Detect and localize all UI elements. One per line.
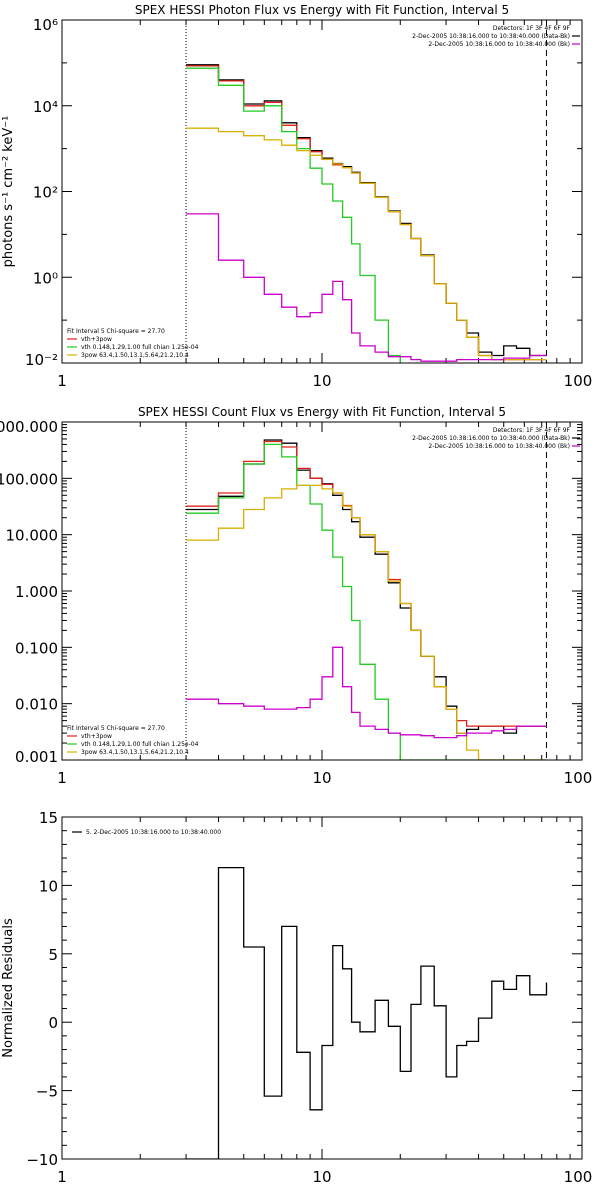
info-line: 2-Dec-2005 10:38:16.000 to 10:38:40.000 …: [428, 41, 570, 48]
y-tick-label: 0.001: [15, 748, 58, 766]
y-tick-label: 0.100: [15, 639, 58, 657]
y-tick-label: −5: [36, 1083, 58, 1101]
y-tick-label: 0.010: [15, 696, 58, 714]
info-line: 2-Dec-2005 10:38:16.000 to 10:38:40.000 …: [412, 33, 570, 40]
x-tick-label: 10: [312, 769, 331, 787]
fit-legend-label: vth 0.148,1.29,1.00 full chian 1.25e-04: [81, 741, 199, 748]
y-tick-label: 10²: [33, 184, 58, 202]
x-tick-label: 1: [57, 372, 67, 390]
fit-legend-header: Fit Interval 5 Chi-square = 27.70: [67, 328, 165, 335]
y-tick-label: 100.000: [0, 470, 58, 488]
y-axis-label: Normalized Residuals: [1, 918, 16, 1058]
plot-frame: [61, 421, 583, 761]
series-line-1: [186, 64, 547, 357]
fit-legend-label: 3pow 63.4,1.50,13.1,5.64,21.2,10.4: [81, 352, 189, 359]
series-line-3: [186, 67, 401, 363]
x-tick-label: 100: [564, 769, 593, 787]
chart-title: SPEX HESSI Photon Flux vs Energy with Fi…: [135, 3, 509, 17]
series-line-2: [186, 440, 547, 727]
y-tick-label: 10⁶: [33, 16, 58, 34]
y-tick-label: 10: [39, 877, 58, 895]
y-tick-label: 10.000: [6, 527, 59, 545]
chart-panel-2: SPEX HESSI Count Flux vs Energy with Fit…: [0, 405, 592, 787]
chart-title: SPEX HESSI Count Flux vs Energy with Fit…: [138, 405, 506, 419]
y-tick-label: −10: [26, 1151, 58, 1169]
y-tick-label: 10⁻²: [25, 351, 58, 369]
y-tick-label: 10⁴: [33, 98, 58, 116]
y-tick-label: 1.000: [15, 583, 58, 601]
series-line-1: [186, 439, 547, 734]
series-line-5: [186, 646, 547, 739]
y-tick-label: 15: [39, 809, 58, 827]
y-axis-label: photons s⁻¹ cm⁻² keV⁻¹: [1, 116, 16, 268]
plot-frame: [61, 816, 583, 1160]
y-tick-label: 0: [48, 1014, 58, 1032]
chart-panel-1: SPEX HESSI Photon Flux vs Energy with Fi…: [1, 3, 592, 390]
legend-label: 5. 2-Dec-2005 10:38:16.000 to 10:38:40.0…: [86, 829, 221, 836]
series-line-2: [186, 65, 547, 361]
series-line-1: [186, 866, 548, 1159]
y-tick-label: 5: [48, 946, 58, 964]
info-line: 2-Dec-2005 10:38:16.000 to 10:38:40.000 …: [428, 443, 570, 450]
x-tick-label: 100: [564, 1168, 593, 1186]
x-tick-label: 100: [564, 372, 593, 390]
fit-legend-label: vth+3pow: [81, 733, 112, 740]
x-tick-label: 1: [57, 769, 67, 787]
series-line-4: [186, 127, 547, 361]
fit-legend-label: vth+3pow: [81, 336, 112, 343]
x-tick-label: 10: [312, 1168, 331, 1186]
series-line-3: [186, 443, 547, 760]
y-tick-label: 10⁰: [33, 269, 58, 287]
series-line-4: [186, 484, 547, 760]
x-tick-label: 1: [57, 1168, 67, 1186]
x-tick-label: 10: [312, 372, 331, 390]
info-line: 2-Dec-2005 10:38:16.000 to 10:38:40.000 …: [412, 435, 570, 442]
info-line: Detectors: 1F 3F 4F 6F 9F: [493, 427, 571, 434]
fit-legend-header: Fit Interval 5 Chi-square = 27.70: [67, 725, 165, 732]
series-line-5: [186, 213, 547, 362]
plot-frame: [61, 19, 583, 364]
fit-legend-label: vth 0.148,1.29,1.00 full chian 1.25e-04: [81, 344, 199, 351]
chart-panel-3: 1 10 100 −10 −5 0 5 10 15 Normalized Residuals 5. …: [1, 809, 592, 1186]
fit-legend-label: 3pow 63.4,1.50,13.1,5.64,21.2,10.4: [81, 749, 189, 756]
info-line: Detectors: 1F 3F 4F 6F 9F: [493, 25, 571, 32]
